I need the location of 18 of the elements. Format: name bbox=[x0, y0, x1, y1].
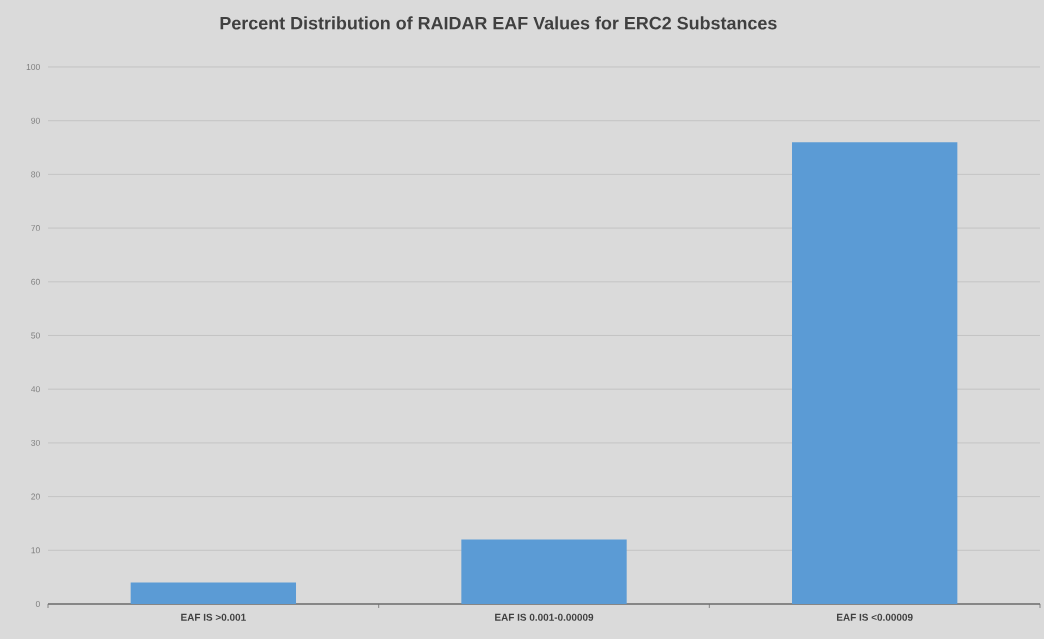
bar bbox=[461, 539, 627, 604]
bar bbox=[792, 142, 958, 604]
y-tick-label: 30 bbox=[31, 439, 40, 446]
bar bbox=[130, 582, 297, 604]
y-tick-label: 100 bbox=[26, 63, 40, 70]
x-tick-label: EAF IS <0.00009 bbox=[837, 613, 913, 621]
y-tick-label: 80 bbox=[31, 171, 40, 178]
y-tick-label: 40 bbox=[31, 386, 40, 393]
y-tick-label: 90 bbox=[31, 117, 40, 124]
x-tick-label: EAF IS 0.001-0.00009 bbox=[495, 613, 594, 621]
chart-title: Percent Distribution of RAIDAR EAF Values for ERC2 Substances bbox=[220, 16, 777, 30]
y-tick-label: 70 bbox=[31, 225, 40, 232]
y-tick-label: 50 bbox=[31, 332, 40, 339]
y-tick-label: 0 bbox=[35, 600, 40, 607]
y-tick-label: 10 bbox=[31, 547, 40, 554]
y-tick-label: 20 bbox=[31, 493, 40, 500]
x-tick-label: EAF IS >0.001 bbox=[181, 613, 246, 621]
y-tick-label: 60 bbox=[31, 278, 40, 285]
